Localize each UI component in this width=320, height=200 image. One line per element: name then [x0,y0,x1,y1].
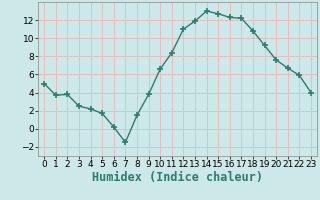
X-axis label: Humidex (Indice chaleur): Humidex (Indice chaleur) [92,171,263,184]
